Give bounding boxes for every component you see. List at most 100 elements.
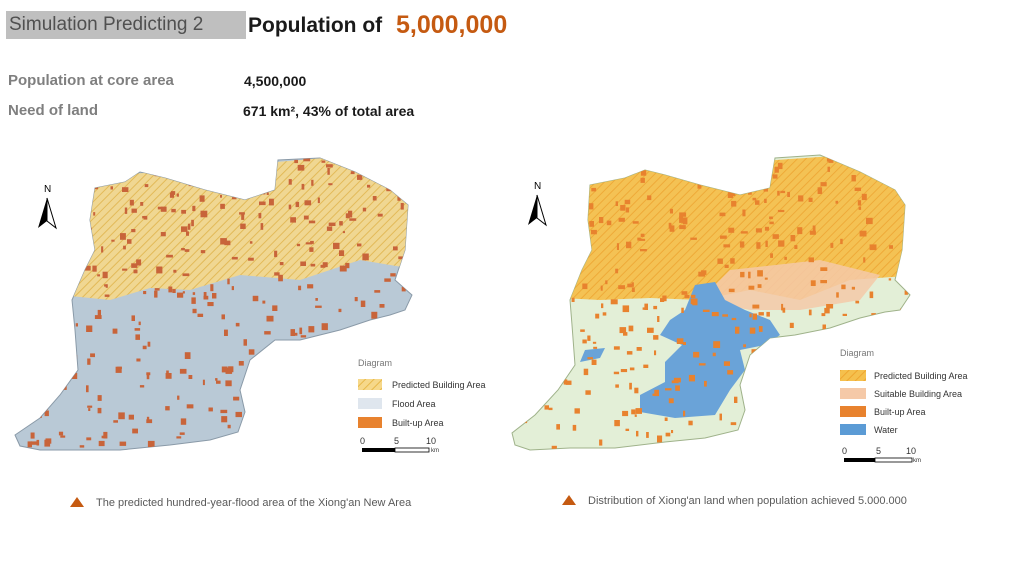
settlement-patch <box>683 410 686 417</box>
settlement-patch <box>288 179 292 185</box>
settlement-patch <box>30 244 33 247</box>
settlement-patch <box>654 350 657 356</box>
settlement-patch <box>44 410 49 417</box>
settlement-patch <box>764 226 769 231</box>
settlement-patch <box>62 384 67 390</box>
settlement-patch <box>790 235 796 242</box>
settlement-patch <box>724 264 729 268</box>
settlement-patch <box>892 158 899 163</box>
settlement-patch <box>293 345 297 352</box>
settlement-patch <box>593 346 598 349</box>
settlement-patch <box>900 164 905 168</box>
settlement-patch <box>136 259 142 266</box>
settlement-patch <box>534 156 541 162</box>
settlement-patch <box>710 445 715 450</box>
settlement-patch <box>68 362 76 367</box>
settlement-patch <box>777 190 780 196</box>
settlement-patch <box>808 257 814 263</box>
settlement-patch <box>306 410 311 417</box>
settlement-patch <box>629 367 635 371</box>
settlement-patch <box>835 200 839 204</box>
settlement-patch <box>865 383 869 389</box>
settlement-patch <box>682 217 688 225</box>
settlement-patch <box>513 334 518 337</box>
settlement-patch <box>752 397 759 401</box>
settlement-patch <box>820 267 828 271</box>
settlement-patch <box>93 212 96 216</box>
svg-text:10: 10 <box>426 436 436 446</box>
settlement-patch <box>640 170 647 176</box>
settlement-patch <box>398 392 405 398</box>
settlement-patch <box>766 422 770 426</box>
settlement-patch <box>652 393 656 396</box>
settlement-patch <box>216 380 221 384</box>
settlement-patch <box>192 205 196 212</box>
settlement-patch <box>303 158 311 162</box>
settlement-patch <box>622 410 629 417</box>
settlement-patch <box>131 229 136 233</box>
svg-text:0: 0 <box>842 446 847 456</box>
settlement-patch <box>31 272 36 275</box>
settlement-patch <box>833 353 839 360</box>
settlement-patch <box>131 315 135 321</box>
settlement-patch <box>20 173 25 180</box>
settlement-patch <box>35 398 39 402</box>
settlement-patch <box>173 166 181 171</box>
legend-left: Diagram Predicted Building Area Flood Ar… <box>358 358 486 454</box>
settlement-patch <box>55 290 63 295</box>
settlement-patch <box>690 294 696 299</box>
settlement-patch <box>769 221 774 225</box>
settlement-patch <box>544 371 547 374</box>
settlement-patch <box>104 284 108 287</box>
settlement-patch <box>809 230 816 235</box>
settlement-patch <box>719 212 726 217</box>
settlement-patch <box>668 222 672 229</box>
settlement-patch <box>354 297 358 302</box>
settlement-patch <box>113 420 118 423</box>
settlement-patch <box>727 370 734 375</box>
settlement-patch <box>124 207 128 214</box>
settlement-patch <box>841 284 846 290</box>
settlement-patch <box>758 326 763 332</box>
settlement-patch <box>83 160 87 166</box>
settlement-patch <box>26 413 30 420</box>
settlement-patch <box>60 435 66 438</box>
settlement-patch <box>84 265 91 271</box>
settlement-patch <box>36 158 43 162</box>
caption-right: Distribution of Xiong'an land when popul… <box>562 495 907 507</box>
settlement-patch <box>857 200 862 206</box>
settlement-patch <box>286 428 289 434</box>
stat-label-land: Need of land <box>8 102 99 119</box>
settlement-patch <box>762 156 766 159</box>
settlement-patch <box>758 312 764 316</box>
settlement-patch <box>765 403 771 410</box>
svg-text:Water: Water <box>874 425 898 435</box>
settlement-patch <box>298 285 302 291</box>
settlement-patch <box>881 328 885 331</box>
settlement-patch <box>400 203 404 210</box>
settlement-patch <box>563 379 568 385</box>
settlement-patch <box>276 431 281 439</box>
settlement-patch <box>623 332 628 336</box>
settlement-patch <box>43 368 48 373</box>
settlement-patch <box>115 366 122 373</box>
settlement-patch <box>290 329 295 336</box>
svg-text:0: 0 <box>360 436 365 446</box>
settlement-patch <box>73 277 80 281</box>
settlement-patch <box>748 271 751 279</box>
settlement-patch <box>220 409 228 414</box>
settlement-patch <box>71 222 75 229</box>
svg-text:Suitable Building Area: Suitable Building Area <box>874 389 962 399</box>
settlement-patch <box>146 372 151 376</box>
settlement-patch <box>36 439 40 446</box>
settlement-patch <box>908 416 910 422</box>
settlement-patch <box>40 284 46 289</box>
settlement-patch <box>772 234 779 239</box>
svg-text:5: 5 <box>394 436 399 446</box>
settlement-patch <box>866 217 873 225</box>
settlement-patch <box>698 363 706 366</box>
settlement-patch <box>50 362 54 369</box>
settlement-patch <box>731 200 737 207</box>
settlement-patch <box>681 307 684 313</box>
settlement-patch <box>540 156 547 161</box>
